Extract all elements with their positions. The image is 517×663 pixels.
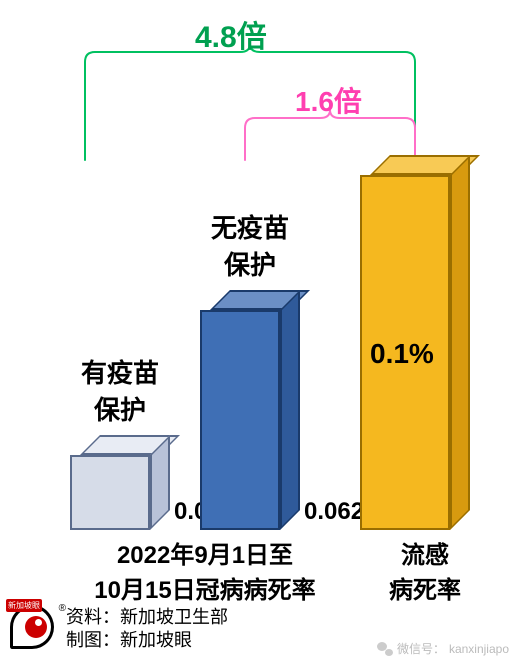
registered-mark: ® xyxy=(59,603,66,614)
credit-source-label: 资料： xyxy=(66,607,120,627)
logo: 新加坡眼 ® xyxy=(10,605,58,653)
bar-label-unvaccinated: 无疫苗保护 xyxy=(190,208,310,282)
credit-maker: 新加坡眼 xyxy=(120,630,192,650)
multiplier-1-6x: 1.6倍 xyxy=(295,80,362,120)
axis-label-flu: 流感病死率 xyxy=(370,535,480,605)
credits: 资料：新加坡卫生部 制图：新加坡眼 xyxy=(66,606,228,653)
axis-label-covid: 2022年9月1日至10月15日冠病病死率 xyxy=(60,535,350,605)
bar-unvaccinated: 0.062%无疫苗保护 xyxy=(200,310,280,530)
bar-vaccinated: 0.021%有疫苗保护 xyxy=(70,455,150,530)
bar-value-flu: 0.1% xyxy=(370,338,434,370)
credit-maker-label: 制图： xyxy=(66,630,120,650)
credit-source: 新加坡卫生部 xyxy=(120,607,228,627)
bar-label-vaccinated: 有疫苗保护 xyxy=(60,353,180,427)
chart-area: 0.021%有疫苗保护 0.062%无疫苗保护 0.1% xyxy=(50,170,480,530)
wechat-icon xyxy=(377,641,393,657)
wechat-label: 微信号： xyxy=(397,640,445,657)
bar-flu: 0.1% xyxy=(360,175,450,530)
wechat-attribution: 微信号： kanxinjiapo xyxy=(377,640,509,657)
logo-text: 新加坡眼 xyxy=(6,599,42,612)
wechat-handle: kanxinjiapo xyxy=(449,642,509,656)
